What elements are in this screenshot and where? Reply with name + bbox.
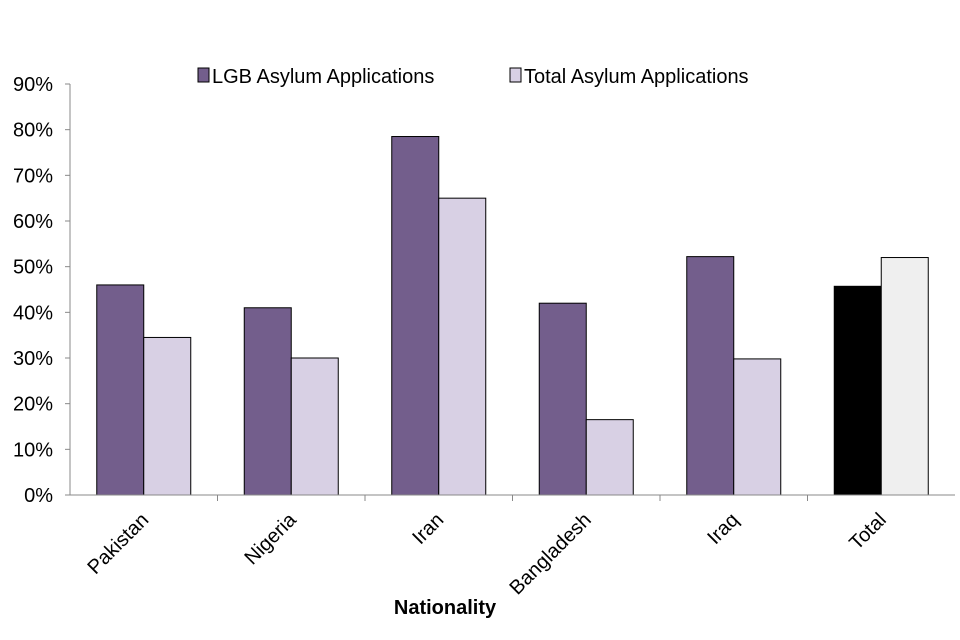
legend-label-lgb: LGB Asylum Applications — [212, 66, 434, 88]
x-axis-title: Nationality — [394, 597, 497, 619]
bar — [585, 419, 634, 496]
y-tick-label: 90% — [13, 74, 53, 96]
x-tick-label: Iraq — [703, 509, 743, 549]
bar — [733, 358, 782, 496]
x-tick-label: Bangladesh — [506, 509, 596, 599]
legend-label-total: Total Asylum Applications — [524, 66, 749, 88]
bar — [290, 357, 339, 496]
legend: LGB Asylum Applications Total Asylum App… — [197, 66, 749, 88]
y-tick-label: 70% — [13, 165, 53, 187]
y-tick-label: 40% — [13, 302, 53, 324]
bar — [143, 336, 192, 496]
y-tick-label: 50% — [13, 257, 53, 279]
bar — [833, 285, 882, 496]
y-axis: 0% 10% 20% 30% 40% 50% 60% 70% 80% 90% — [13, 74, 71, 507]
legend-swatch-total — [509, 67, 522, 83]
bar — [686, 256, 735, 496]
legend-swatch-lgb — [197, 67, 210, 83]
x-tick-label: Pakistan — [83, 509, 153, 579]
x-axis: Pakistan Nigeria Iran Bangladesh Iraq Total — [70, 494, 955, 599]
x-tick-label: Nigeria — [240, 508, 301, 569]
x-tick-label: Total — [845, 509, 890, 554]
y-tick-label: 20% — [13, 394, 53, 416]
bar — [438, 197, 487, 496]
bar — [391, 136, 440, 496]
bars — [96, 136, 929, 496]
y-tick-label: 0% — [24, 485, 53, 507]
x-tick-label: Iran — [408, 509, 448, 549]
y-tick-label: 80% — [13, 120, 53, 142]
bar — [96, 284, 145, 496]
bar — [538, 302, 587, 496]
y-tick-label: 60% — [13, 211, 53, 233]
y-tick-label: 10% — [13, 439, 53, 461]
bar — [880, 257, 929, 496]
y-tick-label: 30% — [13, 348, 53, 370]
bar — [243, 307, 292, 496]
